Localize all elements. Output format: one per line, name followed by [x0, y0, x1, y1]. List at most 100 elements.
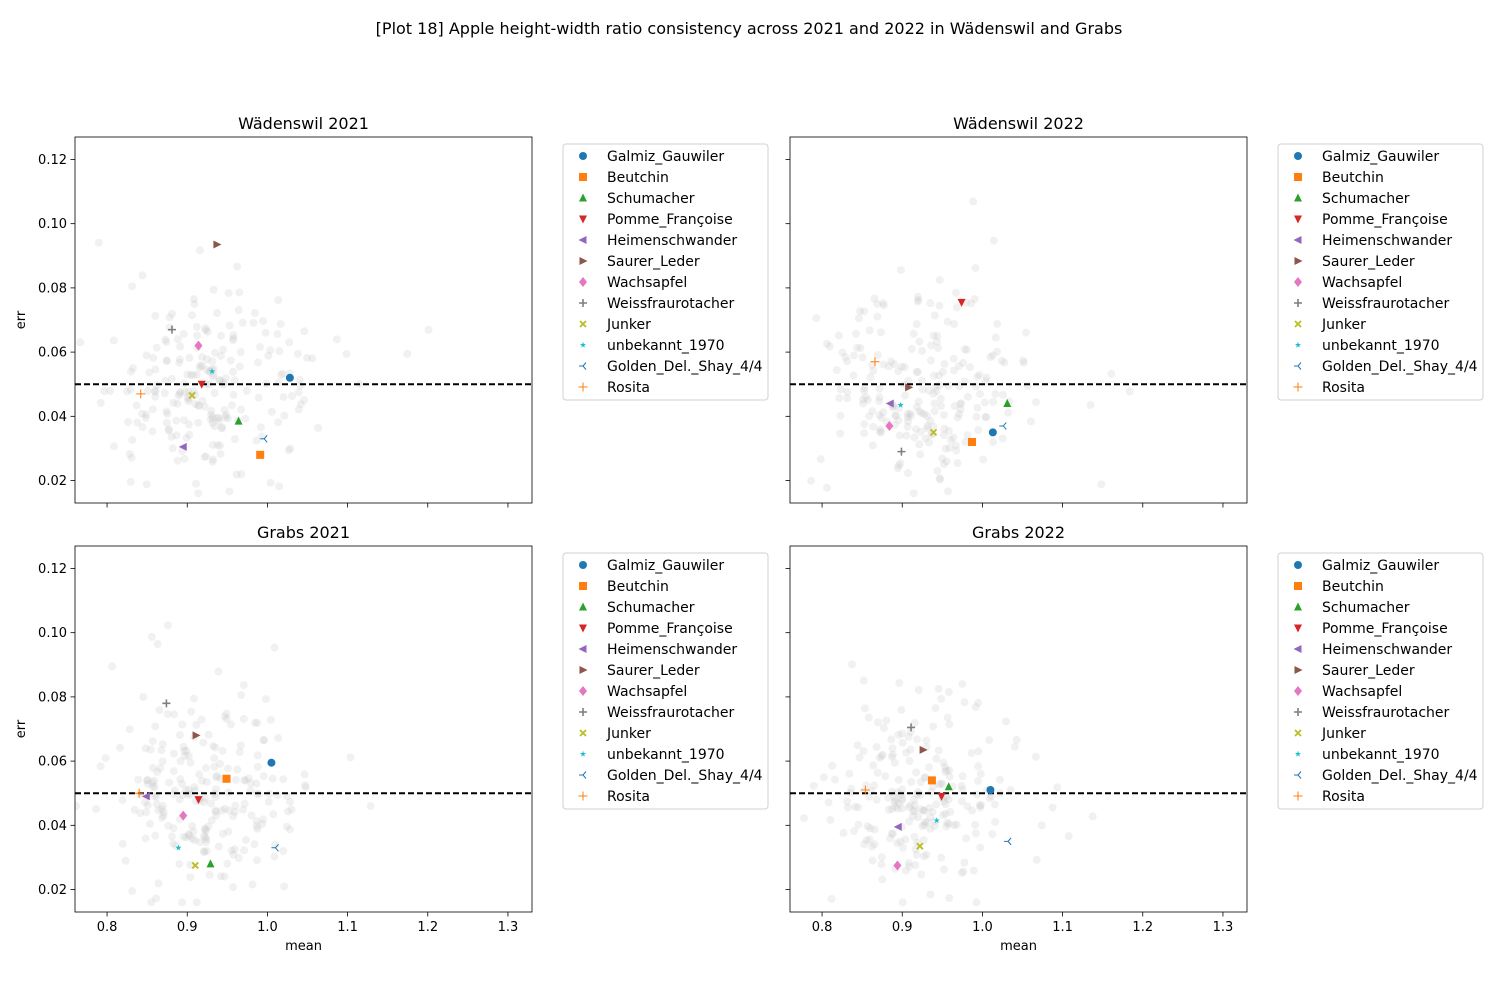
background-point [223, 414, 232, 423]
legend-marker-weissfraurotacher [1294, 708, 1302, 716]
background-point [952, 303, 961, 312]
background-point [192, 720, 201, 729]
background-point [194, 418, 203, 427]
background-points [800, 660, 1097, 907]
background-point [959, 867, 968, 876]
background-point [897, 362, 906, 371]
background-point [215, 376, 224, 385]
background-point [274, 296, 283, 305]
background-point [975, 389, 984, 398]
background-point [189, 694, 198, 703]
legend-marker-weissfraurotacher [579, 299, 587, 307]
background-point [835, 394, 844, 403]
background-point [212, 773, 221, 782]
background-point [253, 762, 262, 771]
legend-label-schumacher: Schumacher [607, 600, 695, 616]
background-point [891, 412, 900, 421]
chart-title: Wädenswil 2022 [953, 114, 1084, 133]
background-point [989, 236, 998, 245]
background-point [859, 399, 868, 408]
background-point [1064, 832, 1073, 841]
background-point [836, 411, 845, 420]
background-point [143, 387, 152, 396]
background-point [152, 343, 161, 352]
background-point [935, 371, 944, 380]
background-point [216, 449, 225, 458]
legend-marker-junker [579, 320, 587, 328]
background-point [244, 774, 253, 783]
background-point [877, 752, 886, 761]
background-point [950, 320, 959, 329]
x-tick-label: 1.0 [257, 920, 278, 935]
legend-marker-junker [1294, 729, 1302, 737]
background-point [342, 349, 351, 358]
legend-label-wachsapfel: Wachsapfel [1322, 275, 1402, 291]
background-point [287, 391, 296, 400]
background-point [854, 803, 863, 812]
background-point [252, 822, 261, 831]
background-point [938, 779, 947, 788]
background-point [998, 390, 1007, 399]
background-point [233, 262, 242, 271]
legend: Galmiz_Gauwiler Beutchin Schumacher Pomme_F… [1277, 552, 1484, 810]
legend-label-junker: Junker [606, 317, 651, 333]
background-point [209, 285, 218, 294]
point-rosita [134, 788, 144, 798]
background-point [936, 475, 945, 484]
legend-label-junker: Junker [1321, 726, 1366, 742]
legend-marker-beutchin [579, 173, 587, 181]
point-golden-del-shay-4-4 [1004, 837, 1012, 846]
background-point [300, 770, 309, 779]
background-point [151, 386, 160, 395]
background-point [860, 420, 869, 429]
background-point [254, 358, 263, 367]
background-point [944, 381, 953, 390]
background-point [253, 824, 262, 833]
background-point [939, 431, 948, 440]
background-point [941, 767, 950, 776]
background-point [148, 763, 157, 772]
background-point [916, 427, 925, 436]
background-point [910, 806, 919, 815]
legend-label-galmiz-gauwiler: Galmiz_Gauwiler [1322, 149, 1439, 165]
background-point [190, 836, 199, 845]
background-point [909, 489, 918, 498]
y-tick-label: 0.06 [38, 346, 67, 361]
legend-label-schumacher: Schumacher [607, 191, 695, 207]
background-point [234, 306, 243, 315]
background-point [196, 361, 205, 370]
background-point [208, 419, 217, 428]
background-point [873, 351, 882, 360]
background-point [180, 752, 189, 761]
background-point [949, 433, 958, 442]
background-point [275, 482, 284, 491]
background-point [179, 330, 188, 339]
background-point [250, 718, 259, 727]
background-point [941, 444, 950, 453]
background-point [904, 858, 913, 867]
background-point [216, 351, 225, 360]
background-point [921, 818, 930, 827]
legend-label-junker: Junker [1321, 317, 1366, 333]
point-beutchin [967, 438, 976, 446]
background-point [216, 759, 225, 768]
background-point [94, 238, 103, 247]
x-tick-label: 0.8 [812, 920, 833, 935]
legend-marker-wachsapfel [579, 686, 587, 696]
background-point [163, 621, 172, 630]
background-point [229, 334, 238, 343]
background-point [176, 775, 185, 784]
background-point [922, 850, 931, 859]
background-point [128, 436, 137, 445]
background-point [875, 384, 884, 393]
background-point [875, 411, 884, 420]
background-point [910, 795, 919, 804]
legend-marker-wachsapfel [579, 277, 587, 287]
background-point [260, 736, 269, 745]
background-point [912, 768, 921, 777]
point-pomme-fran-oise [957, 298, 966, 307]
background-point [200, 402, 209, 411]
background-point [876, 328, 885, 337]
background-point [211, 793, 220, 802]
